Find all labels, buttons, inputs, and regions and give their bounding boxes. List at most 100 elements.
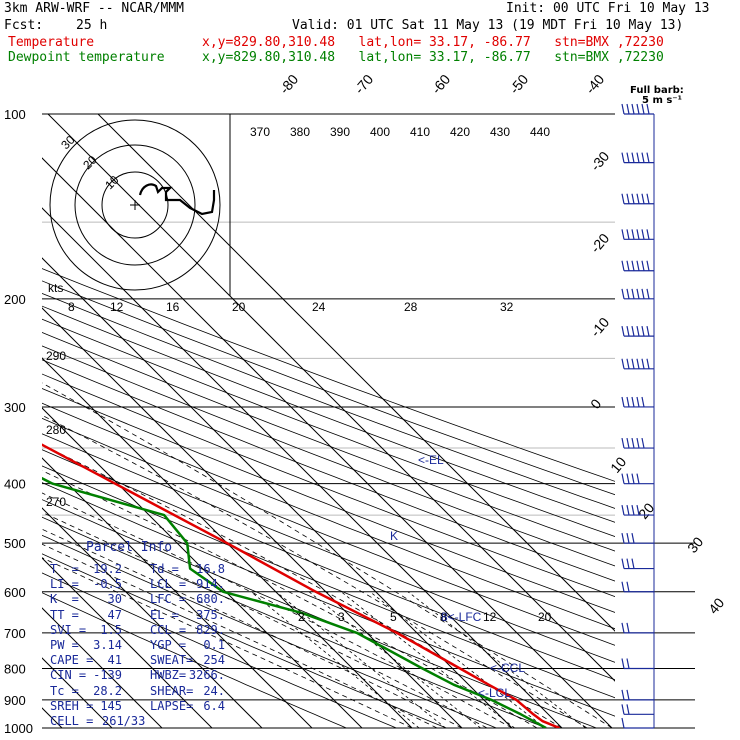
moist-adiabat-30 [42, 382, 613, 728]
parcel-info-cell: Td = [150, 562, 179, 576]
theta-left-label-270: 270 [46, 495, 66, 509]
hodograph-ring-10 [101, 171, 169, 239]
hodograph-ring-label-20: 20 [80, 153, 100, 173]
wind-barb-200 [621, 288, 654, 300]
moist-adiabat--5 [42, 543, 438, 728]
wind-barb-500 [621, 533, 654, 544]
parcel-info-cell: CAPE = [50, 653, 94, 668]
parcel-info-cell: 254 [203, 653, 225, 668]
moist-adiabat-0 [42, 528, 463, 728]
wind-barb-230 [621, 325, 654, 337]
wind-barb-950 [621, 704, 654, 715]
dry-adiabat-260 [42, 572, 398, 728]
moist-adiabat-25 [42, 414, 588, 728]
parcel-info-cell: 30 [107, 592, 122, 607]
dry-adiabat-270 [42, 553, 448, 728]
wind-barb-300 [621, 396, 654, 408]
isotherm-label--70: -70 [351, 71, 376, 97]
mixing-ratio-label-2: 2 [298, 610, 305, 624]
parcel-info-cell: YGP = [150, 638, 187, 652]
parcel-info-cell: 829. [196, 622, 225, 637]
moist-adiabat--10 [42, 557, 413, 728]
parcel-info-cell: -139 [93, 668, 122, 683]
parcel-info-cell: SVI = [50, 622, 87, 637]
parcel-info-cell: HWBZ= [150, 668, 187, 683]
isotherm-label--40: -40 [582, 71, 607, 97]
parcel-info-cell: CCL = [150, 622, 187, 637]
theta-left-label-290: 290 [46, 349, 66, 363]
init-time: Init: 00 UTC Fri 10 May 13 [506, 1, 710, 16]
hodograph-speed-label-8: 8 [68, 300, 75, 314]
dry-adiabat-290 [42, 516, 548, 728]
hodograph-speed-label-28: 28 [404, 300, 418, 314]
dry-adiabat-450 [42, 280, 615, 496]
dry-adiabat-400 [42, 345, 615, 567]
parcel-info-cell: 28.2 [93, 683, 122, 698]
parcel-info-cell: 680. [196, 592, 225, 607]
pressure-label-1000: 1000 [4, 721, 33, 736]
moist-adiabat-10 [42, 492, 513, 728]
dry-adiabat-250 [42, 592, 348, 728]
dry-adiabat-410 [42, 332, 615, 552]
theta-label-430: 430 [490, 125, 510, 139]
wind-barb-450 [621, 504, 654, 516]
pressure-label-300: 300 [4, 400, 26, 415]
dewpoint-legend: Dewpoint temperature [8, 50, 165, 65]
barb-legend-line2: 5 m s⁻¹ [642, 95, 682, 106]
parcel-info-cell: Tc = [50, 683, 79, 698]
model-title: 3km ARW-WRF -- NCAR/MMM [4, 1, 185, 16]
isotherm-label--30: -30 [587, 148, 612, 174]
parcel-info-cell: SHEAR= [150, 683, 194, 698]
mixing-ratio-8 [340, 591, 515, 728]
parcel-info-cell: LFC = [150, 592, 187, 607]
isotherm-label--20: -20 [587, 230, 612, 256]
wind-barb-600 [621, 581, 654, 593]
parcel-info-cell: 145 [100, 698, 122, 713]
theta-label-410: 410 [410, 125, 430, 139]
dry-adiabat-280 [42, 534, 498, 728]
wind-barb-100 [621, 103, 654, 115]
isotherm-label--50: -50 [506, 71, 531, 97]
parcel-info-cell: 914. [196, 577, 225, 592]
parcel-info-cell: K = [50, 592, 79, 607]
wind-barb-350 [621, 437, 654, 449]
moist-adiabat-5 [42, 511, 488, 728]
hodograph-speed-label-24: 24 [312, 300, 326, 314]
pressure-label-500: 500 [4, 536, 26, 551]
isotherm--20 [42, 407, 363, 728]
dry-adiabat-350 [42, 417, 615, 646]
temperature-station-info: x,y=829.80,310.48 lat,lon= 33.17, -86.77… [202, 35, 664, 50]
parcel-info-cell: PW = [50, 638, 79, 652]
wind-barb-900 [621, 689, 654, 701]
isobar-lines [42, 113, 695, 729]
parcel-info-cell: 47 [107, 607, 122, 622]
sounding-traces [42, 443, 560, 728]
parcel-info-cell: 41 [107, 653, 122, 668]
isotherm-label--80: -80 [276, 71, 301, 97]
isotherm-label-30: 30 [684, 534, 706, 556]
hodograph-ring-20 [74, 144, 196, 266]
parcel-info-cell: CIN = [50, 668, 87, 683]
isotherm-30 [42, 157, 613, 728]
temperature-trace [42, 443, 560, 728]
cell-label: CELL = [50, 714, 94, 728]
dry-adiabat-320 [42, 465, 615, 699]
isotherm-label--60: -60 [428, 71, 453, 97]
pressure-label-600: 600 [4, 585, 26, 600]
isotherm-50 [97, 114, 615, 632]
theta-left-label-280: 280 [46, 423, 66, 437]
parcel-info-cell: 0.1 [203, 638, 225, 652]
isotherm--30 [42, 457, 313, 728]
mixing-ratio-label-12: 12 [483, 610, 497, 624]
mixing-ratio-label-5: 5 [390, 610, 397, 624]
parcel-info-cell: 16.8 [196, 562, 225, 576]
wind-barb-1000 [621, 717, 654, 729]
isotherm-label-0: 0 [587, 396, 604, 412]
dewpoint-trace [42, 476, 547, 728]
isotherm-40 [47, 114, 615, 682]
pressure-label-100: 100 [4, 107, 26, 122]
parcel-info-cell: 19.2 [93, 562, 122, 576]
dewpoint-station-info: x,y=829.80,310.48 lat,lon= 33.17, -86.77… [202, 50, 664, 65]
